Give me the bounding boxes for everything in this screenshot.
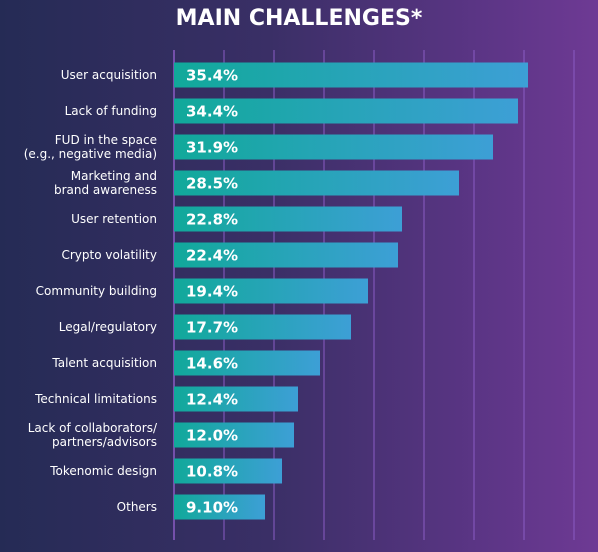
bar	[174, 494, 265, 520]
category-label: Tokenomic design	[49, 464, 157, 478]
category-label: Talent acquisition	[51, 356, 157, 370]
bars	[174, 62, 528, 520]
value-label: 22.4%	[186, 247, 238, 265]
category-label: User acquisition	[61, 68, 157, 82]
category-label: Lack of funding	[65, 104, 157, 118]
bar	[174, 242, 398, 268]
value-label: 34.4%	[186, 103, 238, 121]
value-label: 12.0%	[186, 427, 238, 445]
value-label: 10.8%	[186, 463, 238, 481]
category-label: Technical limitations	[34, 392, 157, 406]
bar	[174, 170, 459, 196]
value-label: 17.7%	[186, 319, 238, 337]
value-label: 14.6%	[186, 355, 238, 373]
bar	[174, 278, 368, 304]
chart-title: MAIN CHALLENGES*	[175, 6, 423, 31]
category-label: Crypto volatility	[61, 248, 157, 262]
category-label: Lack of collaborators/partners/advisors	[28, 421, 158, 449]
bar	[174, 350, 320, 376]
category-label: Legal/regulatory	[59, 320, 157, 334]
bar	[174, 386, 298, 412]
category-label: User retention	[71, 212, 157, 226]
value-label: 19.4%	[186, 283, 238, 301]
value-label: 22.8%	[186, 211, 238, 229]
value-label: 9.10%	[186, 499, 238, 517]
value-label: 12.4%	[186, 391, 238, 409]
bar	[174, 134, 493, 160]
bar	[174, 422, 294, 448]
category-label: Community building	[36, 284, 157, 298]
bar	[174, 314, 351, 340]
value-label: 31.9%	[186, 139, 238, 157]
value-label: 28.5%	[186, 175, 238, 193]
value-label: 35.4%	[186, 67, 238, 85]
labels: 35.4% User acquisition 34.4% Lack of fundin…	[24, 67, 238, 517]
category-label: Marketing and brand awareness	[54, 169, 157, 197]
bar	[174, 458, 282, 484]
bar	[174, 62, 528, 88]
bar	[174, 206, 402, 232]
category-label: FUD in the space (e.g., negative media)	[24, 133, 157, 161]
category-label: Others	[117, 500, 157, 514]
bar	[174, 98, 518, 124]
